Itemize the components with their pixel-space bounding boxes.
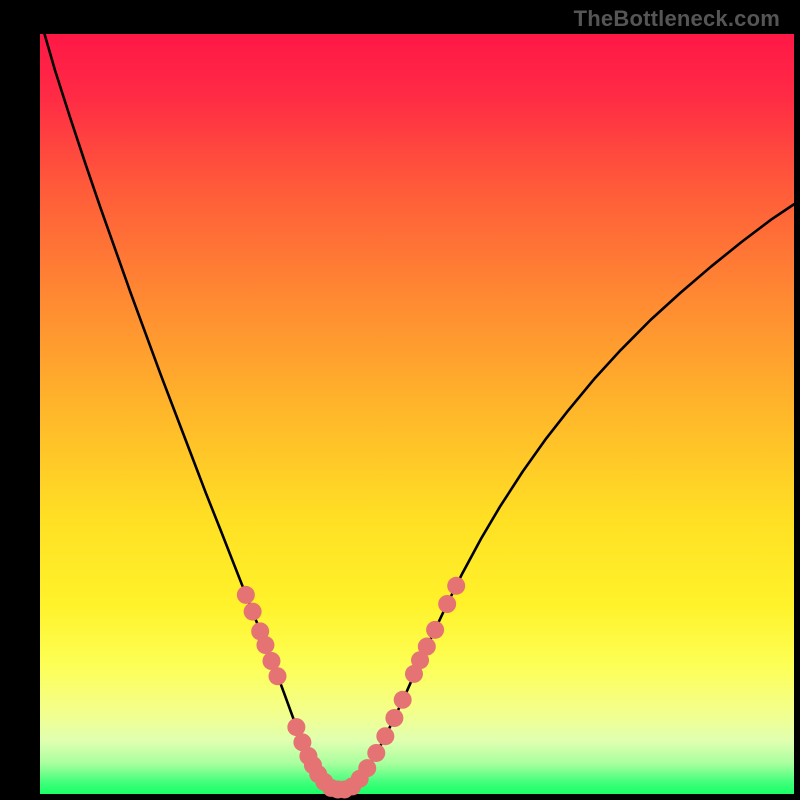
plot-background bbox=[40, 34, 794, 794]
watermark-label: TheBottleneck.com bbox=[574, 6, 780, 32]
chart-stage: TheBottleneck.com bbox=[0, 0, 800, 800]
